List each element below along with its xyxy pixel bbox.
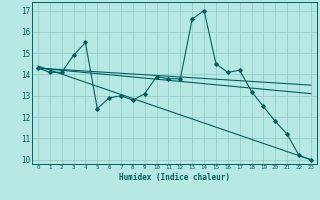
X-axis label: Humidex (Indice chaleur): Humidex (Indice chaleur) <box>119 173 230 182</box>
